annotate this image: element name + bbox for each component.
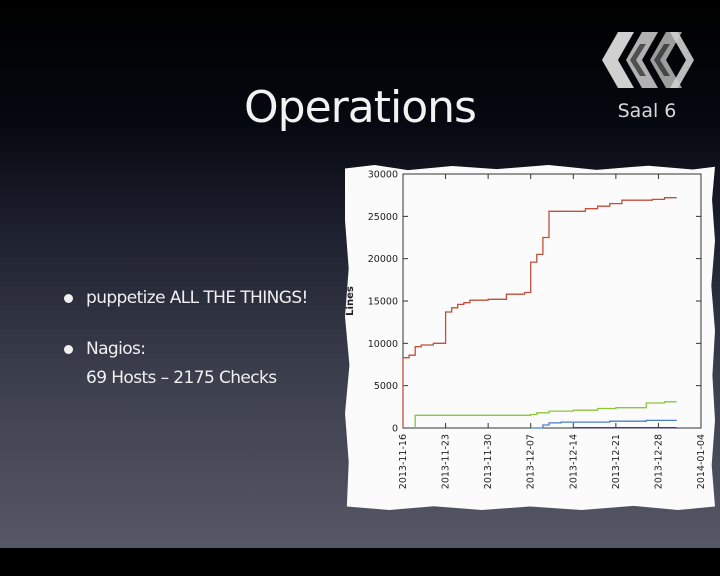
bullet-item-nagios: Nagios: 69 Hosts – 2175 Checks <box>62 335 342 393</box>
y-tick-label: 25000 <box>368 212 398 223</box>
room-label: Saal 6 <box>617 100 677 122</box>
y-tick-label: 30000 <box>368 170 398 181</box>
bottom-letterbox-bar <box>0 548 720 576</box>
series-line-3 <box>530 419 677 429</box>
line-chart: 0 5000 10000 15000 20000 25000 30000 2013-11-16… <box>345 170 707 490</box>
bullet-text: Nagios: <box>86 339 146 359</box>
y-tick-label: 5000 <box>374 381 398 392</box>
y-tick-label: 20000 <box>368 254 398 265</box>
y-axis-label: Lines <box>345 286 356 316</box>
x-tick-label: 2013-12-21 <box>611 434 622 489</box>
bullet-text: 69 Hosts – 2175 Checks <box>86 368 277 388</box>
y-tick-label: 15000 <box>368 297 398 308</box>
x-tick-label: 2013-11-23 <box>441 434 452 489</box>
slide-title: Operations <box>244 82 477 133</box>
bullet-dot-icon <box>64 345 73 354</box>
plot-frame <box>402 173 702 429</box>
series-line-1 <box>402 197 677 428</box>
conference-logo-icon <box>602 32 694 88</box>
chart-paper: 0 5000 10000 15000 20000 25000 30000 2013-11-16… <box>345 165 715 510</box>
y-tick-label: 10000 <box>368 339 398 350</box>
x-tick-label: 2013-11-16 <box>398 434 409 489</box>
bullet-dot-icon <box>64 294 73 303</box>
x-tick-label: 2014-01-04 <box>696 434 707 489</box>
x-tick-label: 2013-12-07 <box>526 434 537 489</box>
series-line-2 <box>414 401 677 428</box>
bullet-item-puppet: puppetize ALL THE THINGS! <box>62 284 342 313</box>
x-tick-label: 2013-12-28 <box>653 434 664 489</box>
x-tick-label: 2013-11-30 <box>483 434 494 489</box>
y-tick-label: 0 <box>392 424 398 435</box>
bullet-text: puppetize ALL THE THINGS! <box>86 288 308 308</box>
x-tick-label: 2013-12-14 <box>568 434 579 489</box>
bullet-list: puppetize ALL THE THINGS! Nagios: 69 Hos… <box>62 284 342 393</box>
